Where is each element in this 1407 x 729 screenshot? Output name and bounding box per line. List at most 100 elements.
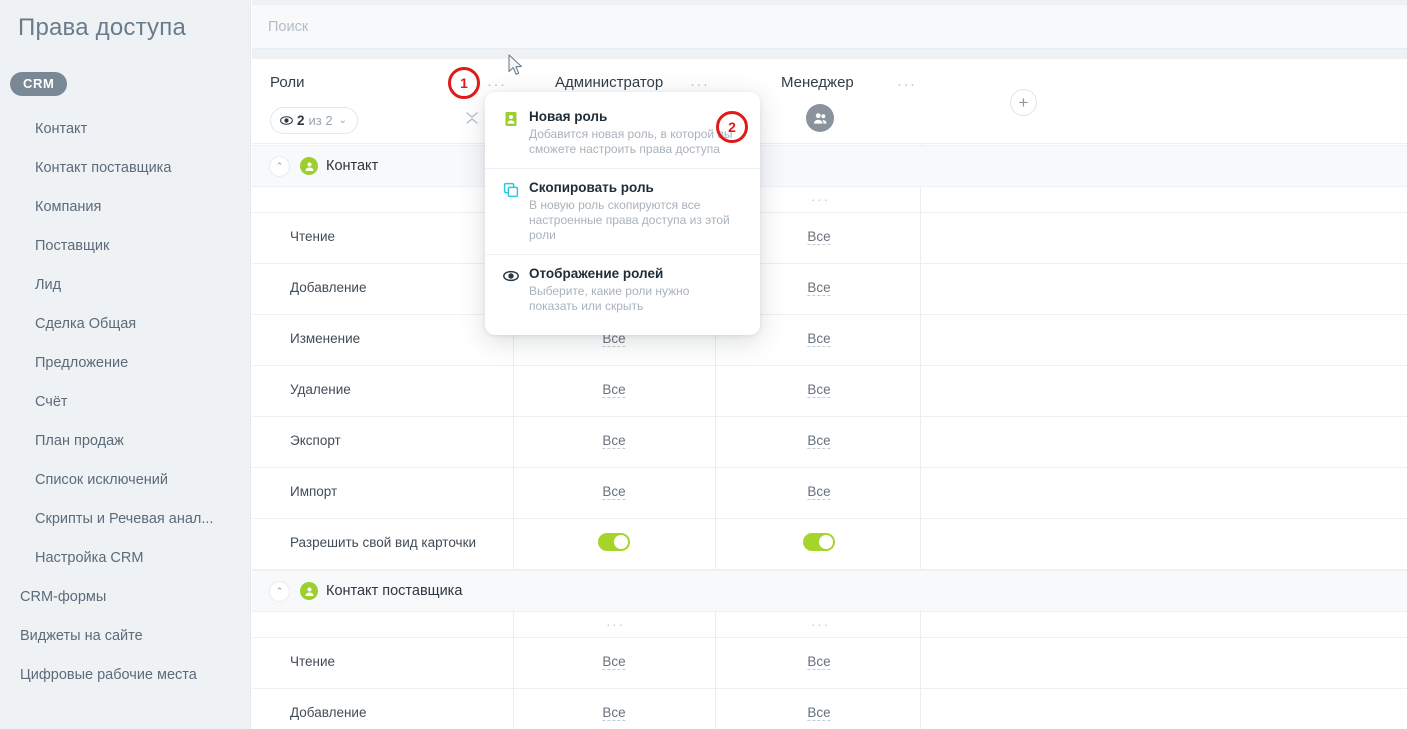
sidebar-item-0[interactable]: Контакт (0, 110, 251, 149)
section-header[interactable]: ⌃ Контакт поставщика (252, 570, 1407, 612)
entity-icon (300, 157, 318, 175)
table-row: Добавление Все Все (252, 689, 1407, 729)
chevron-down-icon: ⌄ (338, 115, 347, 126)
column-separator-1 (513, 59, 514, 729)
role-count: 2 (297, 113, 305, 128)
add-role-button[interactable]: + (1010, 89, 1037, 116)
top-strip (252, 0, 1407, 5)
annotation-marker-1: 1 (448, 67, 480, 99)
crm-badge[interactable]: CRM (10, 72, 68, 96)
permission-label: Удаление (290, 382, 351, 397)
table-row: Экспорт Все Все (252, 417, 1407, 468)
column-separator-2 (715, 59, 716, 729)
column-context-menu: Новая роль Добавится новая роль, в которо… (485, 92, 760, 335)
row-menu-icon[interactable]: ··· (811, 191, 830, 207)
sidebar-item-10[interactable]: Скрипты и Речевая анал... (0, 500, 251, 539)
search-input[interactable] (266, 5, 1366, 49)
sidebar-item-label: Виджеты на сайте (20, 628, 143, 644)
sidebar-item-13[interactable]: Виджеты на сайте (0, 617, 251, 656)
sidebar-item-6[interactable]: Предложение (0, 344, 251, 383)
sidebar-item-5[interactable]: Сделка Общая (0, 305, 251, 344)
column-menu-roles-icon[interactable]: ··· (487, 76, 507, 93)
eye-icon (503, 268, 520, 285)
table-row: Изменение Все Все (252, 315, 1407, 366)
table-row: Чтение Все Все (252, 638, 1407, 689)
sidebar-item-label: Скрипты и Речевая анал... (35, 511, 214, 527)
section-title: Контакт (326, 158, 379, 174)
eye-icon (280, 114, 293, 127)
menu-item-title: Скопировать роль (529, 180, 654, 195)
permission-toggle[interactable] (803, 533, 835, 551)
row-menu-icon[interactable]: ··· (606, 616, 625, 632)
collapse-columns-button[interactable] (465, 111, 479, 129)
permission-value[interactable]: Все (807, 433, 831, 449)
permission-label: Разрешить свой вид карточки (290, 535, 477, 550)
row-menu-icon[interactable]: ··· (811, 616, 830, 632)
menu-item-description: В новую роль скопируются все настроенные… (529, 198, 730, 242)
permission-value[interactable]: Все (807, 280, 831, 296)
sidebar-item-14[interactable]: Цифровые рабочие места (0, 656, 251, 695)
permission-toggle[interactable] (598, 533, 630, 551)
sidebar-item-label: План продаж (35, 433, 124, 449)
sidebar-item-9[interactable]: Список исключений (0, 461, 251, 500)
sidebar-item-label: Цифровые рабочие места (20, 667, 197, 683)
sidebar-item-8[interactable]: План продаж (0, 422, 251, 461)
permission-value[interactable]: Все (602, 433, 626, 449)
sidebar-item-7[interactable]: Счёт (0, 383, 251, 422)
top-strip-lower (252, 49, 1407, 59)
sidebar-item-label: Счёт (35, 394, 68, 410)
permission-value[interactable]: Все (807, 331, 831, 347)
sidebar-item-11[interactable]: Настройка CRM (0, 539, 251, 578)
sidebar-item-1[interactable]: Контакт поставщика (0, 149, 251, 188)
menu-item-title: Отображение ролей (529, 266, 664, 281)
section-collapse-icon[interactable]: ⌃ (269, 155, 290, 177)
permission-label: Экспорт (290, 433, 341, 448)
column-separator-3 (920, 59, 921, 729)
section-header[interactable]: ⌃ Контакт (252, 145, 1407, 187)
search-bar (252, 5, 1407, 49)
role-visibility-filter[interactable]: 2 из 2 ⌄ (270, 107, 358, 134)
annotation-marker-2: 2 (716, 111, 748, 143)
menu-item-description: Добавится новая роль, в которой вы сможе… (529, 127, 733, 156)
sidebar-item-label: Список исключений (35, 472, 168, 488)
permission-label: Чтение (290, 229, 336, 244)
role-count-total: из 2 (308, 113, 333, 128)
sidebar-item-2[interactable]: Компания (0, 188, 251, 227)
section-collapse-icon[interactable]: ⌃ (269, 580, 290, 602)
column-header-roles: Роли (270, 74, 305, 91)
permission-value[interactable]: Все (807, 382, 831, 398)
permission-value[interactable]: Все (602, 484, 626, 500)
sidebar-item-12[interactable]: CRM-формы (0, 578, 251, 617)
sidebar: Права доступа CRM Контакт Контакт поставщ… (0, 0, 251, 729)
sidebar-item-label: Поставщик (35, 238, 110, 254)
permission-value[interactable]: Все (602, 705, 626, 721)
menu-item-title: Новая роль (529, 109, 608, 124)
permission-value[interactable]: Все (807, 654, 831, 670)
table-row: Удаление Все Все (252, 366, 1407, 417)
sidebar-item-label: Контакт (35, 121, 88, 137)
sidebar-item-3[interactable]: Поставщик (0, 227, 251, 266)
sidebar-item-label: Компания (35, 199, 102, 215)
permission-value[interactable]: Все (807, 484, 831, 500)
permission-label: Добавление (290, 705, 367, 720)
permission-value[interactable]: Все (602, 382, 626, 398)
entity-icon (300, 582, 318, 600)
column-menu-manager-icon[interactable]: ··· (897, 76, 917, 93)
sidebar-item-label: CRM-формы (20, 589, 107, 605)
avatar-manager[interactable] (806, 104, 834, 132)
sidebar-item-label: Сделка Общая (35, 316, 137, 332)
permission-value[interactable]: Все (602, 654, 626, 670)
menu-item-1[interactable]: Скопировать роль В новую роль скопируются… (485, 168, 760, 254)
permission-value[interactable]: Все (807, 705, 831, 721)
menu-item-0[interactable]: Новая роль Добавится новая роль, в которо… (485, 98, 760, 168)
column-menu-administrator-icon[interactable]: ··· (690, 76, 710, 93)
column-header-administrator: Администратор (555, 74, 664, 91)
menu-item-2[interactable]: Отображение ролей Выберите, какие роли ну… (485, 254, 760, 325)
permission-label: Добавление (290, 280, 367, 295)
section-options-row: ··· ··· (252, 612, 1407, 638)
permission-value[interactable]: Все (807, 229, 831, 245)
sidebar-item-label: Предложение (35, 355, 129, 371)
sidebar-item-4[interactable]: Лид (0, 266, 251, 305)
